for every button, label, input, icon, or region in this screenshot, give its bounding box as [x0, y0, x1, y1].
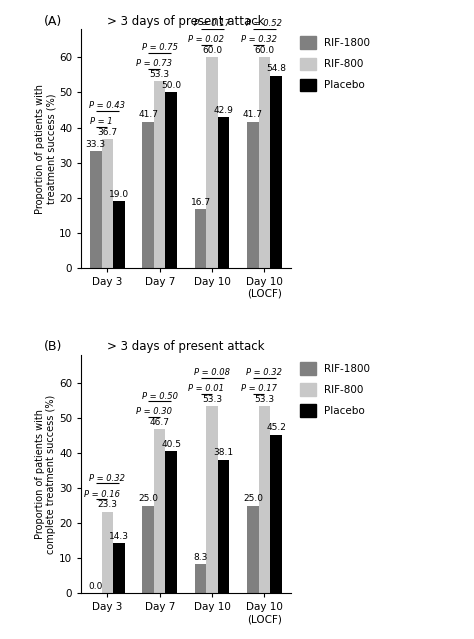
Text: P = 1: P = 1 — [90, 117, 113, 126]
Y-axis label: Proportion of patients with
treatment success (%): Proportion of patients with treatment su… — [35, 84, 56, 213]
Bar — [165, 93, 177, 268]
Bar — [142, 505, 154, 594]
Text: P = 0.02: P = 0.02 — [188, 35, 224, 44]
Bar — [195, 210, 206, 268]
Text: P = 0.32: P = 0.32 — [246, 368, 283, 378]
Bar — [218, 118, 229, 268]
Text: (B): (B) — [44, 340, 62, 353]
Text: P = 0.52: P = 0.52 — [246, 19, 283, 29]
Text: 46.7: 46.7 — [150, 418, 170, 427]
Text: 23.3: 23.3 — [97, 500, 118, 509]
Text: P = 0.75: P = 0.75 — [142, 43, 178, 52]
Text: 8.3: 8.3 — [193, 553, 208, 562]
Text: 38.1: 38.1 — [214, 449, 234, 458]
Text: (A): (A) — [44, 15, 62, 28]
Text: P = 0.01: P = 0.01 — [188, 384, 224, 393]
Text: P = 0.16: P = 0.16 — [83, 489, 119, 498]
Text: 42.9: 42.9 — [214, 106, 234, 115]
Text: P = 0.17: P = 0.17 — [194, 19, 230, 29]
Text: 36.7: 36.7 — [97, 128, 118, 137]
Legend: RIF-1800, RIF-800, Placebo: RIF-1800, RIF-800, Placebo — [298, 35, 372, 93]
Title: > 3 days of present attack: > 3 days of present attack — [107, 15, 264, 28]
Text: 50.0: 50.0 — [161, 81, 181, 90]
Bar — [247, 121, 259, 268]
Text: 60.0: 60.0 — [255, 46, 274, 55]
Text: P = 0.08: P = 0.08 — [194, 368, 230, 378]
Text: P = 0.32: P = 0.32 — [89, 473, 125, 482]
Text: P = 0.30: P = 0.30 — [136, 407, 172, 417]
Text: 40.5: 40.5 — [161, 440, 181, 449]
Text: 53.3: 53.3 — [150, 70, 170, 79]
Text: 45.2: 45.2 — [266, 424, 286, 433]
Bar — [113, 543, 125, 594]
Text: P = 0.50: P = 0.50 — [142, 392, 178, 401]
Bar — [206, 406, 218, 594]
Text: 0.0: 0.0 — [89, 582, 103, 591]
Text: P = 0.73: P = 0.73 — [136, 59, 172, 68]
Bar — [154, 81, 165, 268]
Bar — [270, 75, 282, 268]
Text: 25.0: 25.0 — [243, 495, 263, 504]
Legend: RIF-1800, RIF-800, Placebo: RIF-1800, RIF-800, Placebo — [298, 360, 372, 419]
Bar — [206, 58, 218, 268]
Text: 60.0: 60.0 — [202, 46, 222, 55]
Text: 19.0: 19.0 — [109, 190, 129, 199]
Bar — [142, 121, 154, 268]
Text: 33.3: 33.3 — [86, 140, 106, 149]
Text: 41.7: 41.7 — [138, 111, 158, 119]
Y-axis label: Proportion of patients with
complete treatment success (%): Proportion of patients with complete tre… — [35, 394, 56, 553]
Bar — [195, 564, 206, 594]
Bar — [259, 58, 270, 268]
Bar — [101, 139, 113, 268]
Text: 53.3: 53.3 — [255, 395, 274, 404]
Text: P = 0.17: P = 0.17 — [241, 384, 277, 393]
Bar — [90, 151, 101, 268]
Bar — [270, 435, 282, 594]
Text: P = 0.32: P = 0.32 — [241, 35, 277, 44]
Text: 53.3: 53.3 — [202, 395, 222, 404]
Text: P = 0.43: P = 0.43 — [89, 102, 125, 111]
Bar — [113, 201, 125, 268]
Bar — [247, 505, 259, 594]
Text: 16.7: 16.7 — [191, 198, 210, 207]
Text: 14.3: 14.3 — [109, 532, 129, 541]
Bar — [165, 451, 177, 594]
Bar — [218, 459, 229, 594]
Text: 25.0: 25.0 — [138, 495, 158, 504]
Text: 41.7: 41.7 — [243, 111, 263, 119]
Bar — [101, 512, 113, 594]
Title: > 3 days of present attack: > 3 days of present attack — [107, 341, 264, 353]
Bar — [154, 429, 165, 594]
Bar — [259, 406, 270, 594]
Text: 54.8: 54.8 — [266, 65, 286, 73]
